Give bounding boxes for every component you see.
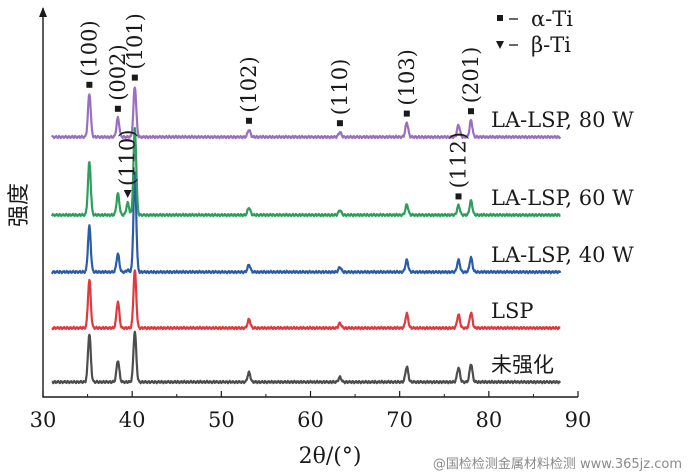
peak-label: (110) <box>328 59 352 115</box>
series-line-3 <box>52 173 560 274</box>
peak-label: (102) <box>237 56 261 112</box>
x-tick-label: 40 <box>119 408 146 432</box>
peak-label: (101) <box>123 13 147 69</box>
alpha-ti-marker <box>246 118 252 124</box>
x-tick-label: 80 <box>475 408 502 432</box>
annotation-layer: (100) (002)(101)(102) (110) (103) (201)(110)… <box>77 13 483 199</box>
series-label-5: LA-LSP, 80 W <box>491 108 634 132</box>
peak-label: (110) <box>116 130 140 186</box>
x-tick-label: 70 <box>386 408 413 432</box>
series-label-4: LA-LSP, 60 W <box>491 186 634 210</box>
alpha-ti-marker <box>132 75 138 81</box>
watermark: @国检检测金属材料检测 www.365jz.com <box>433 456 682 472</box>
x-tick-label: 60 <box>297 408 324 432</box>
series-label-2: LSP <box>491 299 533 323</box>
alpha-ti-marker <box>456 193 462 199</box>
alpha-ti-marker <box>337 120 343 126</box>
legend-alpha-marker <box>497 15 503 21</box>
legend-label: α-Ti <box>531 7 573 31</box>
x-tick-label: 90 <box>565 408 592 432</box>
series-label-3: LA-LSP, 40 W <box>491 243 634 267</box>
x-tick-label: 50 <box>208 408 235 432</box>
alpha-ti-marker <box>86 82 92 88</box>
series-line-1 <box>52 332 560 384</box>
peak-label: (100) <box>77 20 101 76</box>
alpha-ti-marker <box>404 111 410 117</box>
y-axis-label: 强度 <box>7 183 32 227</box>
beta-ti-marker <box>124 190 132 198</box>
y-axis-arrow <box>39 7 47 17</box>
peak-label: (112) <box>447 132 471 188</box>
alpha-ti-marker <box>115 106 121 112</box>
x-axis-label: 2θ/(°) <box>299 444 362 469</box>
series-label-1: 未强化 <box>491 353 554 377</box>
legend-label: β-Ti <box>531 33 571 57</box>
alpha-ti-marker <box>468 108 474 114</box>
legend-beta-marker <box>496 41 504 49</box>
peak-label: (201) <box>459 47 483 103</box>
series-line-2 <box>52 270 560 329</box>
legend: α-Tiβ-Ti <box>496 7 573 57</box>
peak-label: (103) <box>395 49 419 105</box>
labels-layer: 未强化 LSP LA-LSP, 40 W LA-LSP, 60 W LA-LSP, 80… <box>491 108 634 377</box>
x-tick-label: 30 <box>30 408 57 432</box>
